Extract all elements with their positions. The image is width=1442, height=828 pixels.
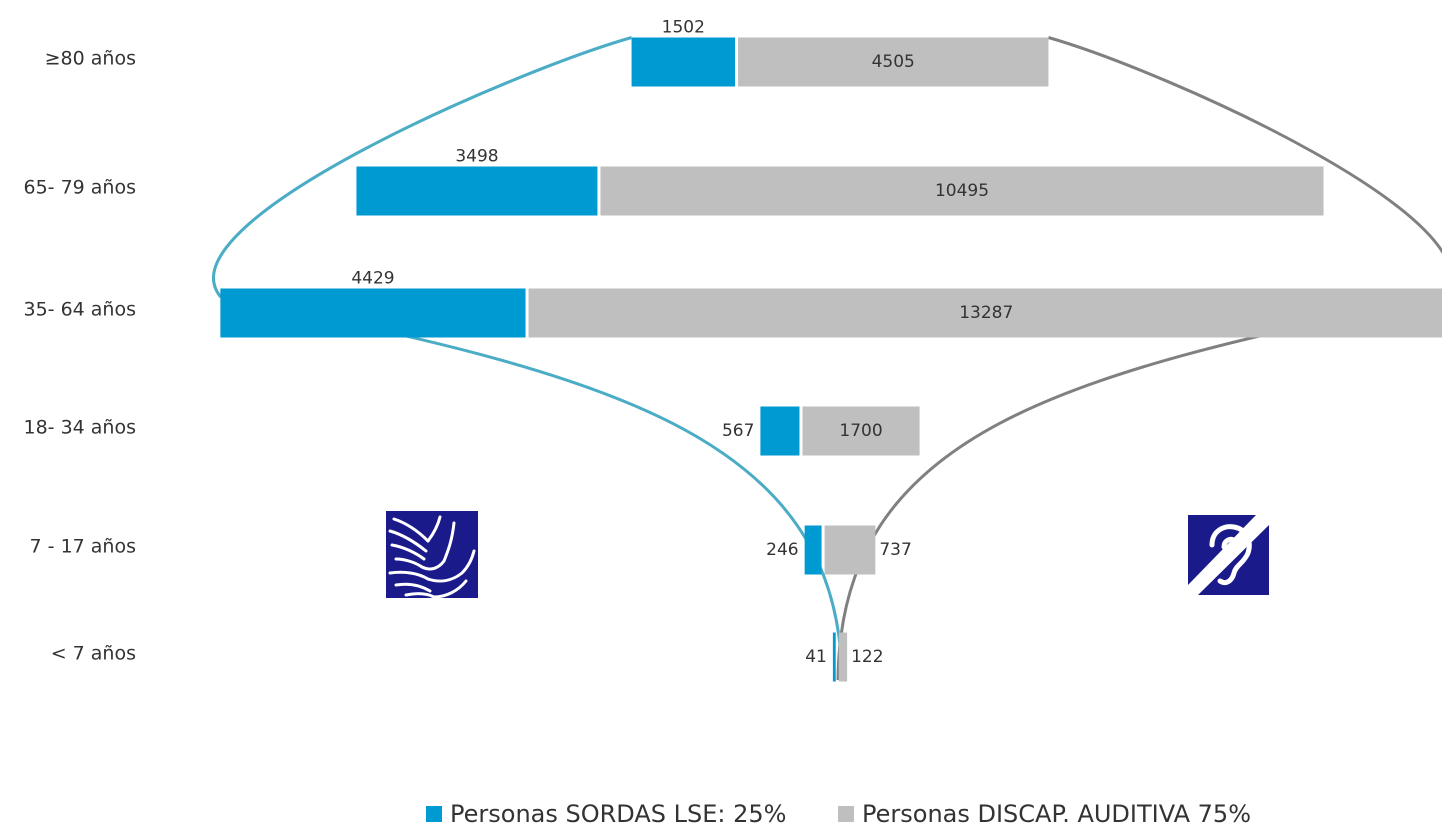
category-label-0: ≥80 años [45, 48, 136, 70]
bar-sordas-5 [832, 632, 836, 682]
bar-sordas-2 [220, 288, 526, 338]
value-label-discap-0: 4505 [872, 52, 915, 72]
category-label-2: 35- 64 años [24, 299, 137, 321]
value-label-discap-1: 10495 [935, 181, 989, 201]
category-label-4: 7 - 17 años [30, 536, 136, 558]
curve-left [212, 36, 844, 681]
category-label-5: < 7 años [51, 643, 136, 665]
bar-discap-3 [802, 406, 920, 456]
value-label-sordas-1: 3498 [455, 147, 498, 167]
hearing-loss-icon [1188, 515, 1269, 595]
value-label-sordas-4: 246 [766, 540, 798, 560]
value-labels: 1502 4505 3498 10495 4429 13287 567 1700 246 737 4… [351, 18, 1013, 668]
legend-swatch-1 [838, 806, 854, 822]
bar-discap-5 [838, 632, 848, 682]
value-label-sordas-2: 4429 [351, 269, 394, 289]
bar-sordas-0 [631, 37, 736, 87]
bar-discap-1 [600, 166, 1324, 216]
legend-label-1: Personas DISCAP. AUDITIVA 75% [862, 800, 1251, 828]
legend-swatch-0 [426, 806, 442, 822]
bar-discap-2 [528, 288, 1442, 338]
legend: Personas SORDAS LSE: 25% Personas DISCAP.… [426, 800, 1251, 828]
value-label-sordas-0: 1502 [662, 18, 705, 38]
category-label-1: 65- 79 años [24, 177, 137, 199]
bar-discap-0 [738, 37, 1049, 87]
value-label-sordas-5: 41 [805, 647, 827, 667]
value-label-discap-5: 122 [851, 647, 883, 667]
bars-group [220, 37, 1442, 682]
value-label-discap-2: 13287 [959, 303, 1013, 323]
sign-language-icon [386, 511, 478, 599]
legend-label-0: Personas SORDAS LSE: 25% [450, 800, 786, 828]
curve-right [836, 36, 1442, 681]
bar-discap-4 [824, 525, 876, 575]
value-label-discap-4: 737 [879, 540, 911, 560]
value-label-sordas-3: 567 [722, 421, 754, 441]
category-labels: ≥80 años 65- 79 años 35- 64 años 18- 34 año… [24, 48, 137, 665]
bar-sordas-4 [804, 525, 822, 575]
category-label-3: 18- 34 años [24, 417, 137, 439]
bar-sordas-3 [760, 406, 800, 456]
bar-sordas-1 [356, 166, 598, 216]
value-label-discap-3: 1700 [839, 421, 882, 441]
